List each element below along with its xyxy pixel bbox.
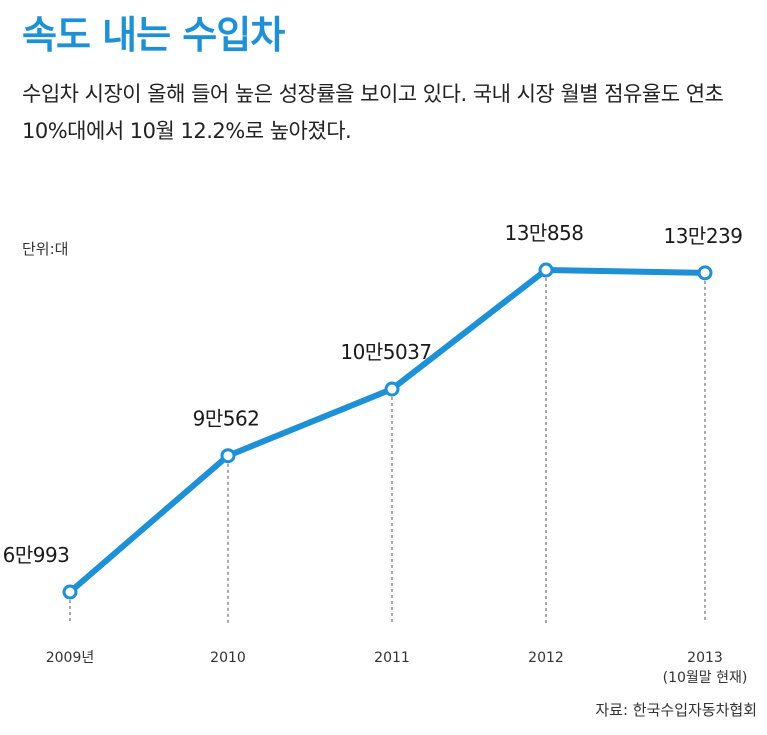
data-point [62,584,78,600]
x-tick-label: 2010 [210,650,246,666]
unit-label: 단위:대 [22,240,69,258]
series-line [67,267,708,595]
x-tick-label: 2013 [687,650,723,666]
data-label: 13만858 [504,221,583,245]
source-note: 자료: 한국수입자동차협회 [595,701,757,719]
chart-subtitle: 수입차 시장이 올해 들어 높은 성장률을 보이고 있다. 국내 시장 월별 점… [22,82,724,143]
data-point [697,265,713,281]
data-label: 13만239 [663,224,742,248]
data-point [384,381,400,397]
x-tick-label: 2011 [374,650,410,666]
chart-title: 속도 내는 수입차 [22,13,285,57]
data-label: 10만5037 [340,340,431,364]
data-point [220,448,236,464]
x-tick-label: 2012 [528,650,564,666]
data-point [538,262,554,278]
x-tick-label: 2009년 [46,650,95,666]
data-label: 9만562 [193,407,260,431]
data-label: 6만993 [3,543,70,567]
x-tick-note: (10월말 현재) [663,670,748,686]
